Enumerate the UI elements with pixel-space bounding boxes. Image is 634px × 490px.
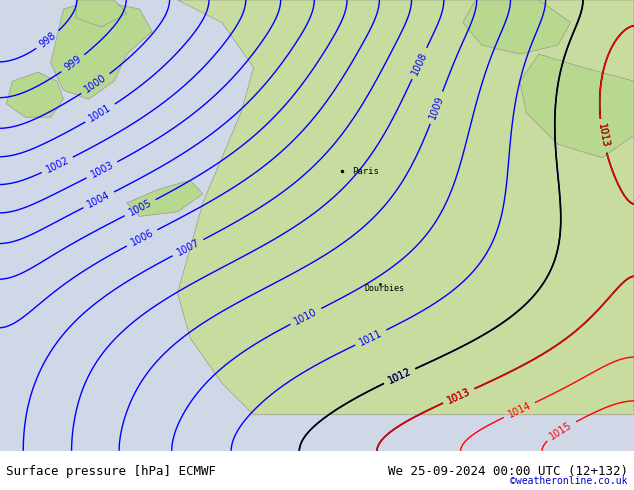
- Text: 1002: 1002: [44, 155, 70, 175]
- Text: Dourbies: Dourbies: [365, 284, 404, 293]
- Polygon shape: [520, 54, 634, 158]
- Text: 1015: 1015: [548, 419, 574, 441]
- Text: 1014: 1014: [506, 400, 533, 420]
- Text: 1004: 1004: [86, 190, 112, 210]
- Text: Surface pressure [hPa] ECMWF: Surface pressure [hPa] ECMWF: [6, 465, 216, 478]
- Text: 1013: 1013: [596, 123, 610, 149]
- Polygon shape: [463, 0, 571, 54]
- Text: 1000: 1000: [82, 73, 108, 95]
- Polygon shape: [6, 72, 63, 117]
- Text: 1012: 1012: [386, 367, 413, 386]
- Text: 1013: 1013: [596, 123, 610, 149]
- Text: 1007: 1007: [175, 238, 201, 258]
- Text: 1013: 1013: [446, 386, 472, 405]
- Text: 1009: 1009: [427, 95, 446, 121]
- Text: 1010: 1010: [293, 306, 319, 326]
- Polygon shape: [127, 180, 203, 217]
- Polygon shape: [178, 0, 634, 415]
- Text: ©weatheronline.co.uk: ©weatheronline.co.uk: [510, 476, 628, 486]
- Text: 999: 999: [63, 54, 84, 73]
- Text: 1006: 1006: [129, 228, 155, 248]
- Polygon shape: [51, 0, 152, 99]
- Text: 1013: 1013: [446, 386, 472, 405]
- Text: We 25-09-2024 00:00 UTC (12+132): We 25-09-2024 00:00 UTC (12+132): [387, 465, 628, 478]
- Polygon shape: [76, 0, 127, 27]
- Text: 1012: 1012: [386, 367, 413, 386]
- Text: 1008: 1008: [410, 50, 429, 76]
- Text: 998: 998: [37, 30, 58, 49]
- Text: 1003: 1003: [89, 160, 115, 180]
- Text: 1005: 1005: [127, 197, 153, 218]
- Text: Paris: Paris: [352, 167, 378, 175]
- Text: 1001: 1001: [87, 102, 113, 124]
- Text: 1011: 1011: [358, 328, 384, 347]
